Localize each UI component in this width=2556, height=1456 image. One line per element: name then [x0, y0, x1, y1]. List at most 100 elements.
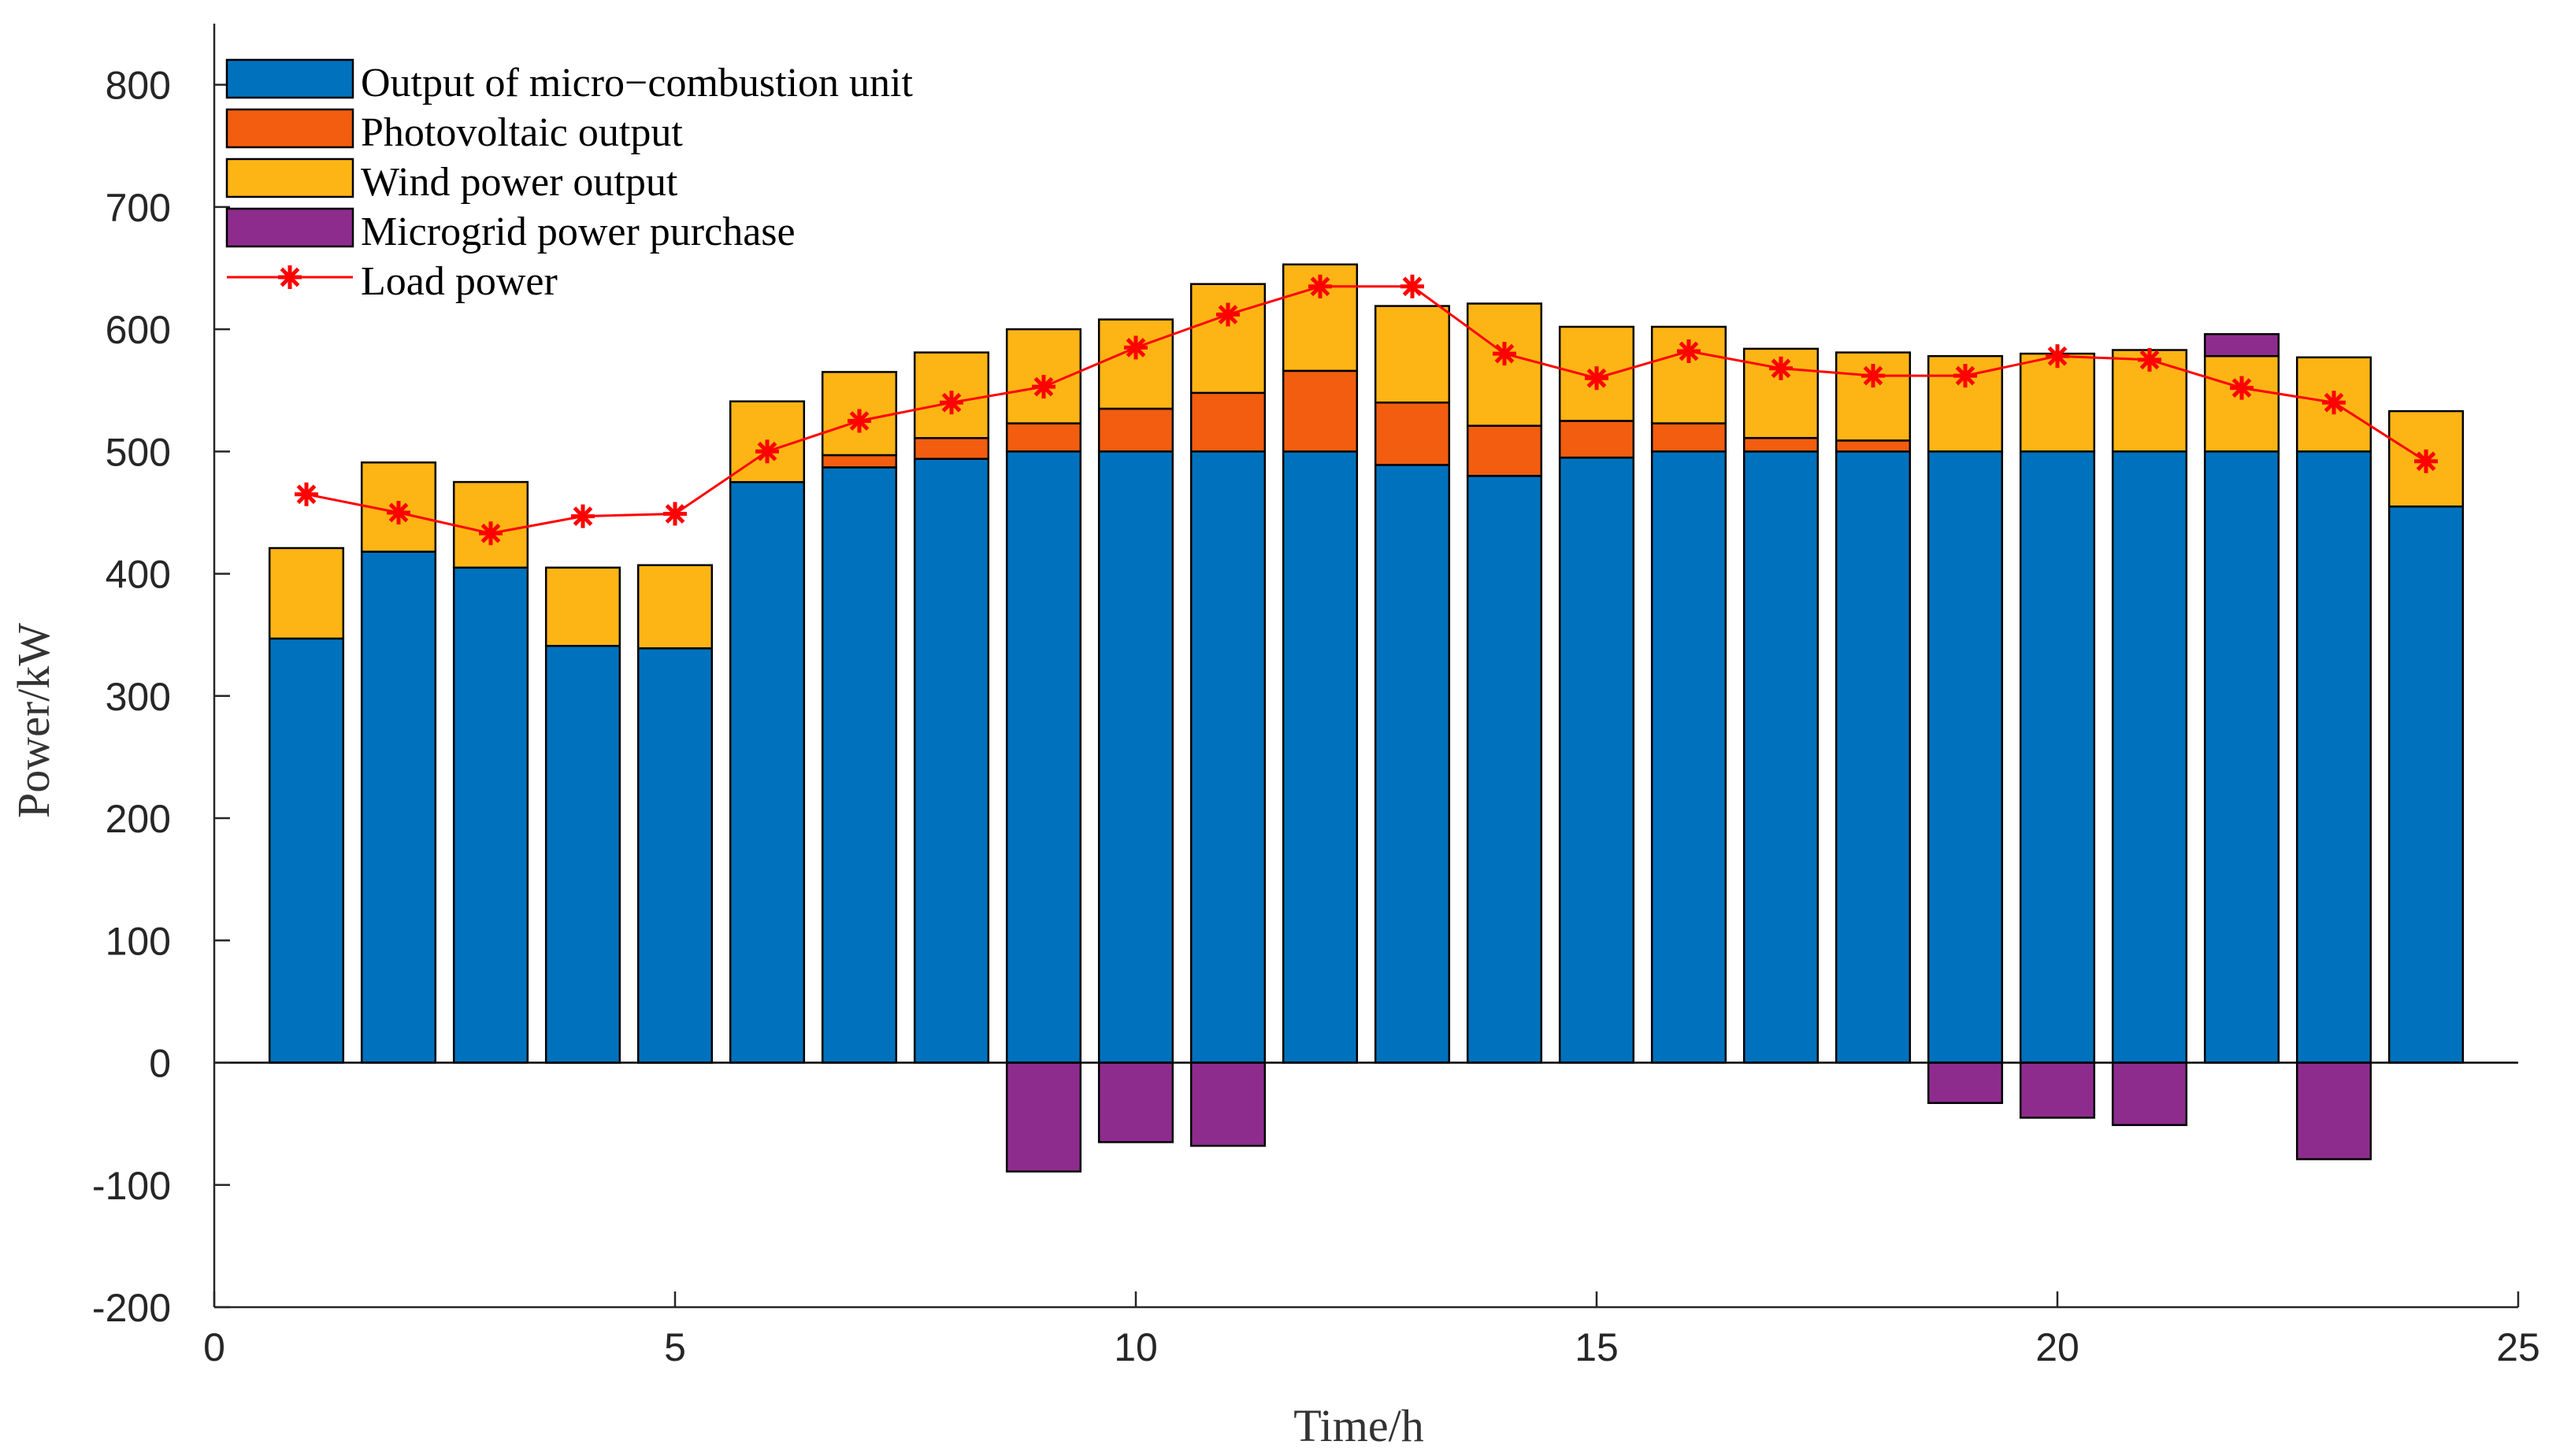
- y-tick-label: 500: [106, 430, 171, 474]
- y-tick-label: 100: [106, 919, 171, 963]
- y-tick-label: -200: [92, 1286, 171, 1330]
- load-point-t10: [1124, 335, 1148, 360]
- x-axis-title: Time/h: [1293, 1400, 1423, 1451]
- bar-s1-t13: [1374, 464, 1451, 1064]
- bar-s2-t10: [1097, 407, 1174, 453]
- legend-label-2: Photovoltaic output: [361, 110, 683, 155]
- load-line-layer: [278, 265, 2438, 546]
- bar-s1-t2: [360, 550, 437, 1064]
- x-tick-label: 20: [2035, 1325, 2079, 1369]
- legend-label-3: Wind power output: [361, 160, 678, 205]
- y-tick-label: -100: [92, 1164, 171, 1208]
- bar-s1-t19: [1927, 450, 2004, 1064]
- load-point-t13: [1400, 274, 1424, 298]
- y-axis-title: Power/kW: [8, 623, 59, 818]
- bar-s1-t12: [1282, 450, 1359, 1064]
- legend-swatch-1: [225, 58, 354, 99]
- load-point-t11: [1216, 302, 1240, 327]
- load-point-t8: [940, 391, 963, 415]
- load-point-t16: [1677, 339, 1701, 363]
- load-point-t15: [1585, 366, 1608, 391]
- legend-label-1: Output of micro−combustion unit: [361, 61, 913, 106]
- y-tick-label: 300: [106, 675, 171, 719]
- bar-s3-t23: [2295, 356, 2372, 453]
- bar-s2-t13: [1374, 401, 1451, 466]
- bar-s2-t12: [1282, 369, 1359, 453]
- load-point-t18: [1861, 364, 1885, 388]
- bar-s3-t14: [1466, 302, 1543, 427]
- legend-swatch-4: [225, 207, 354, 248]
- bar-s3-t1: [268, 546, 345, 640]
- legend-label-5: Load power: [361, 259, 558, 304]
- x-tick-label: 10: [1114, 1325, 1158, 1369]
- bar-s4-t20: [2019, 1061, 2096, 1119]
- bar-s1-t11: [1189, 450, 1267, 1064]
- bar-s1-t23: [2295, 450, 2372, 1064]
- bar-s4-t21: [2111, 1061, 2188, 1126]
- bar-s1-t15: [1558, 456, 1635, 1064]
- bar-s1-t3: [452, 566, 529, 1064]
- bar-s2-t7: [821, 454, 898, 469]
- load-point-t4: [571, 504, 595, 528]
- bar-s3-t4: [544, 566, 621, 647]
- load-point-t12: [1308, 274, 1332, 298]
- load-power-line: [306, 285, 2427, 535]
- load-point-t9: [1032, 375, 1055, 399]
- bar-s2-t9: [1005, 422, 1082, 453]
- x-tick-label: 15: [1575, 1325, 1619, 1369]
- bar-s2-t14: [1466, 424, 1543, 477]
- bar-s1-t5: [636, 647, 714, 1064]
- bar-s1-t14: [1466, 475, 1543, 1064]
- axes-layer: -200 -100 0 100 200 300 400 500 600 700 800 0 5 10 15 2…: [92, 24, 2540, 1369]
- bar-s1-t22: [2203, 450, 2280, 1064]
- bar-s1-t6: [729, 480, 806, 1064]
- y-tick-label: 800: [106, 64, 171, 108]
- load-point-t2: [387, 501, 410, 524]
- bar-s4-t11: [1189, 1061, 1267, 1147]
- bar-s1-t24: [2387, 505, 2465, 1064]
- load-point-t6: [755, 439, 779, 464]
- x-tick-label: 0: [203, 1325, 225, 1369]
- load-point-t22: [2230, 376, 2254, 400]
- bar-s4-t9: [1005, 1061, 1082, 1173]
- bar-s3-t10: [1097, 318, 1174, 410]
- bar-s2-t17: [1742, 437, 1820, 453]
- bar-s1-t18: [1834, 450, 1912, 1064]
- load-point-t5: [663, 502, 687, 526]
- bar-s2-t18: [1834, 439, 1912, 453]
- legend: Output of micro−combustion unitPhotovolt…: [225, 58, 913, 304]
- load-point-t19: [1953, 364, 1977, 388]
- bar-s1-t8: [913, 458, 990, 1064]
- bar-s2-t15: [1558, 420, 1635, 459]
- bar-s3-t20: [2019, 352, 2096, 453]
- load-point-t21: [2138, 347, 2161, 372]
- load-point-t7: [848, 409, 871, 433]
- bar-s1-t1: [268, 637, 345, 1064]
- load-point-t24: [2414, 449, 2438, 473]
- bar-s4-t22: [2203, 333, 2280, 358]
- load-point-t17: [1769, 356, 1793, 380]
- bar-s4-t10: [1097, 1061, 1174, 1143]
- legend-swatch-2: [225, 108, 354, 149]
- load-point-t3: [479, 521, 503, 546]
- bar-s1-t17: [1742, 450, 1820, 1064]
- bar-s3-t5: [636, 564, 714, 650]
- bar-s2-t16: [1650, 422, 1727, 453]
- y-tick-label: 0: [149, 1042, 171, 1086]
- x-tick-label: 5: [664, 1325, 686, 1369]
- x-tick-label: 25: [2496, 1325, 2540, 1369]
- load-point-t20: [2046, 344, 2069, 369]
- bar-s4-t19: [1927, 1061, 2004, 1104]
- bars-layer: [268, 263, 2465, 1173]
- bar-s2-t8: [913, 437, 990, 460]
- y-tick-label: 200: [106, 797, 171, 841]
- bar-s1-t21: [2111, 450, 2188, 1064]
- bar-s2-t11: [1189, 391, 1267, 453]
- legend-swatch-3: [225, 157, 354, 198]
- bar-s1-t9: [1005, 450, 1082, 1064]
- bar-s3-t19: [1927, 354, 2004, 453]
- y-tick-label: 400: [106, 553, 171, 597]
- bar-s1-t10: [1097, 450, 1174, 1064]
